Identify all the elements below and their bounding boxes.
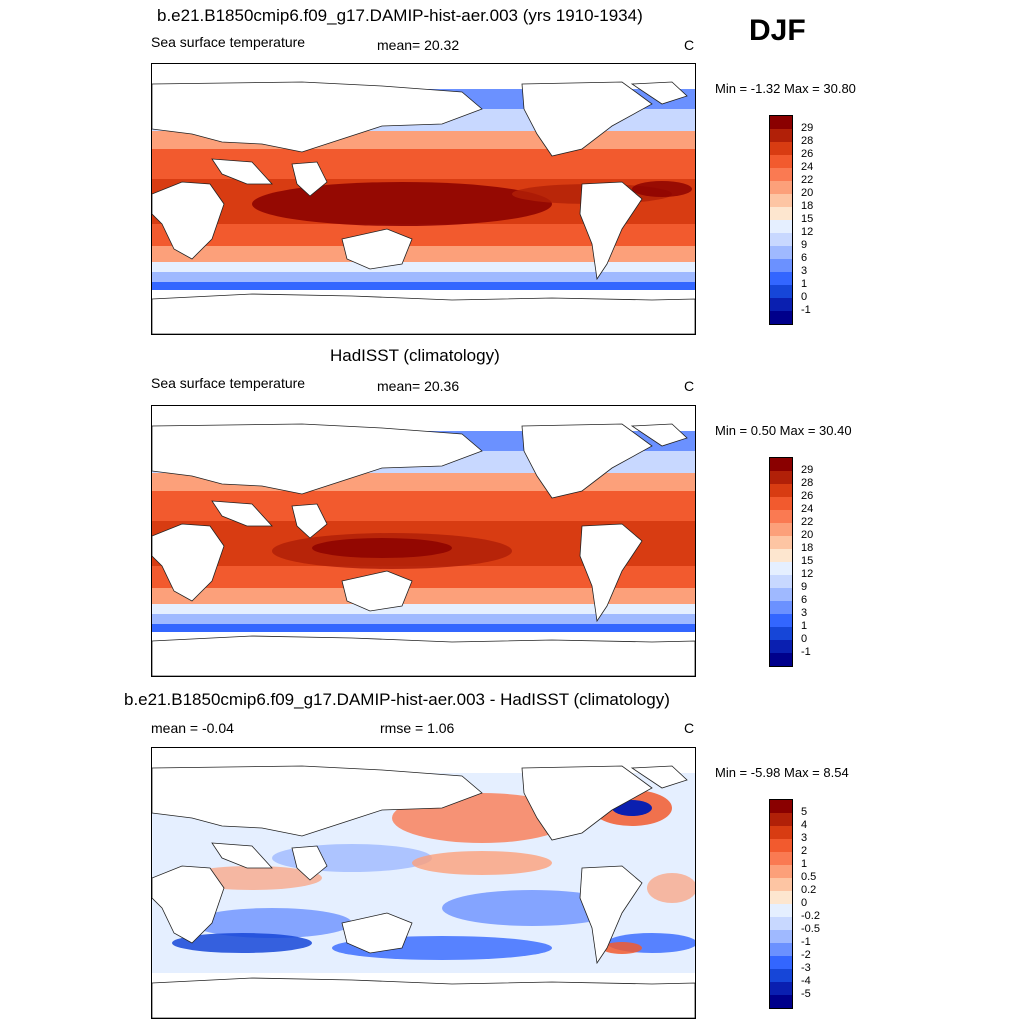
- panel1-cb-label: 29: [801, 122, 814, 134]
- season-label: DJF: [749, 14, 806, 47]
- panel1-cb-label: 9: [801, 239, 808, 251]
- panel1-minmax-label: Min = -1.32 Max = 30.80: [715, 81, 856, 96]
- panel3-cb-label: -3: [801, 962, 811, 974]
- panel2-colorbar: [769, 457, 793, 667]
- panel1-cb-label: 1: [801, 278, 808, 290]
- panel1-cb-label: 12: [801, 226, 814, 238]
- panel3-units-label: C: [684, 720, 695, 736]
- panel1-cb-label: 24: [801, 161, 814, 173]
- panel1-title: b.e21.B1850cmip6.f09_g17.DAMIP-hist-aer.…: [157, 6, 643, 25]
- panel2-minmax-label: Min = 0.50 Max = 30.40: [715, 423, 852, 438]
- panel1-cb-label: 18: [801, 200, 814, 212]
- panel3-cb-label: 3: [801, 832, 808, 844]
- panel3-cb-label: -2: [801, 949, 811, 961]
- panel3-cb-label: 4: [801, 819, 808, 831]
- panel3-cb-label: 1: [801, 858, 808, 870]
- panel1-colorbar: [769, 115, 793, 325]
- panel3-colorbar: [769, 799, 793, 1009]
- panel2-mean-label: mean= 20.36: [377, 378, 460, 394]
- panel2-cb-label: 9: [801, 581, 808, 593]
- panel3-cb-label: -0.2: [801, 910, 820, 922]
- panel2-cb-label: 26: [801, 490, 814, 502]
- panel2-cb-label: 22: [801, 516, 814, 528]
- panel1-map: [151, 63, 696, 335]
- panel3-cb-label: 5: [801, 806, 808, 818]
- panel3-cb-label: 0.5: [801, 871, 817, 883]
- panel2-cb-label: 1: [801, 620, 808, 632]
- panel1-cb-label: -1: [801, 304, 811, 316]
- panel1-cb-label: 0: [801, 291, 808, 303]
- panel3-cb-label: 0: [801, 897, 808, 909]
- panel2-cb-label: 18: [801, 542, 814, 554]
- panel1-cb-label: 15: [801, 213, 814, 225]
- panel3-cb-label: 0.2: [801, 884, 817, 896]
- panel1-units-label: C: [684, 37, 695, 53]
- panel3-rmse-label: rmse = 1.06: [380, 720, 455, 736]
- panel2-cb-label: 6: [801, 594, 808, 606]
- panel2-cb-label: 15: [801, 555, 814, 567]
- panel1-cb-label: 28: [801, 135, 814, 147]
- panel3-cb-label: -5: [801, 988, 811, 1000]
- panel2-units-label: C: [684, 378, 695, 394]
- panel1-cb-label: 20: [801, 187, 814, 199]
- panel2-cb-label: 3: [801, 607, 808, 619]
- panel3-cb-label: -4: [801, 975, 811, 987]
- panel3-title: b.e21.B1850cmip6.f09_g17.DAMIP-hist-aer.…: [124, 690, 670, 709]
- panel3-minmax-label: Min = -5.98 Max = 8.54: [715, 765, 849, 780]
- panel2-map: [151, 405, 696, 677]
- panel1-cb-label: 3: [801, 265, 808, 277]
- panel1-cb-label: 6: [801, 252, 808, 264]
- panel2-title: HadISST (climatology): [330, 346, 500, 365]
- panel3-cb-label: -1: [801, 936, 811, 948]
- panel3-mean-label: mean = -0.04: [151, 720, 234, 736]
- panel2-cb-label: 20: [801, 529, 814, 541]
- panel2-cb-label: 29: [801, 464, 814, 476]
- panel2-variable-label: Sea surface temperature: [151, 375, 306, 391]
- panel2-cb-label: 24: [801, 503, 814, 515]
- panel3-cb-label: -0.5: [801, 923, 820, 935]
- panel3-map: [151, 747, 696, 1019]
- panel2-cb-label: -1: [801, 646, 811, 658]
- panel2-cb-label: 28: [801, 477, 814, 489]
- panel2-cb-label: 12: [801, 568, 814, 580]
- panel1-cb-label: 22: [801, 174, 814, 186]
- panel1-variable-label: Sea surface temperature: [151, 34, 306, 50]
- panel1-mean-label: mean= 20.32: [377, 37, 460, 53]
- panel2-cb-label: 0: [801, 633, 808, 645]
- panel1-cb-label: 26: [801, 148, 814, 160]
- panel3-cb-label: 2: [801, 845, 808, 857]
